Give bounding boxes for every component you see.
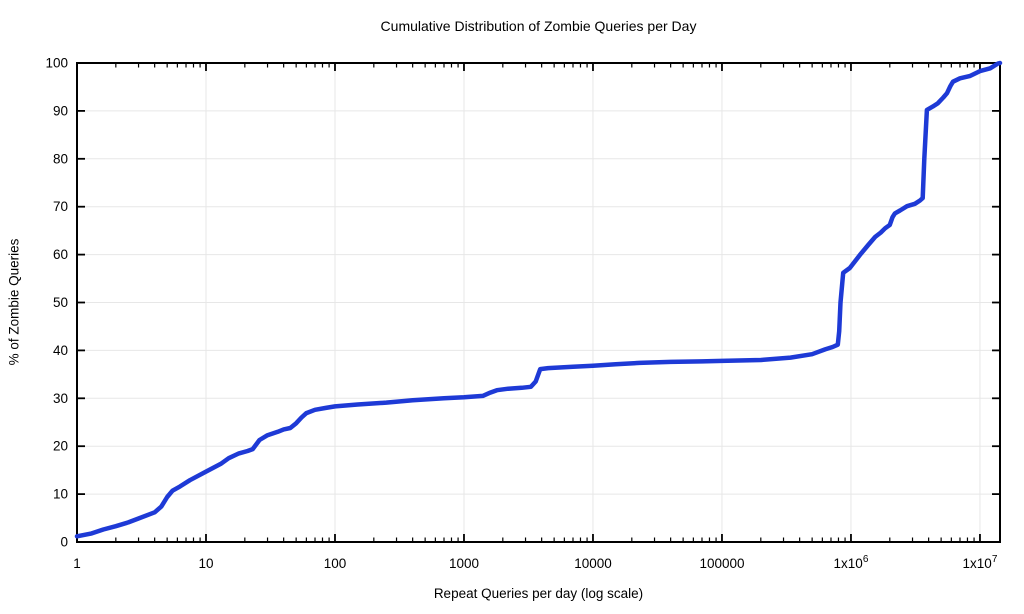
y-tick-label: 100 — [45, 56, 68, 71]
x-tick-label: 1000 — [449, 556, 479, 571]
x-tick-label: 10 — [198, 556, 213, 571]
y-tick-label: 50 — [53, 295, 68, 310]
x-axis-label: Repeat Queries per day (log scale) — [433, 586, 644, 601]
y-tick-label: 70 — [53, 199, 68, 214]
y-tick-label: 20 — [53, 439, 68, 454]
y-tick-label: 0 — [60, 535, 68, 550]
axes — [76, 62, 1001, 543]
y-tick-label: 10 — [53, 487, 68, 502]
y-tick-label: 90 — [53, 103, 68, 118]
x-tick-label: 1 — [73, 556, 81, 571]
y-tick-label: 30 — [53, 391, 68, 406]
y-axis-label: % of Zombie Queries — [6, 238, 22, 366]
x-tick-label: 100 — [324, 556, 347, 571]
chart-title: Cumulative Distribution of Zombie Querie… — [380, 18, 697, 34]
y-tick-label: 60 — [53, 247, 68, 262]
series-lines — [74, 60, 1003, 539]
x-tick-label: 1x106 — [834, 554, 869, 571]
y-tick-label: 40 — [53, 343, 68, 358]
y-tick-label: 80 — [53, 151, 68, 166]
x-tick-label: 100000 — [699, 556, 744, 571]
cdf-curve — [74, 60, 1003, 539]
gridlines — [77, 63, 1000, 542]
x-tick-label: 1x107 — [963, 554, 998, 571]
x-tick-label: 10000 — [574, 556, 612, 571]
